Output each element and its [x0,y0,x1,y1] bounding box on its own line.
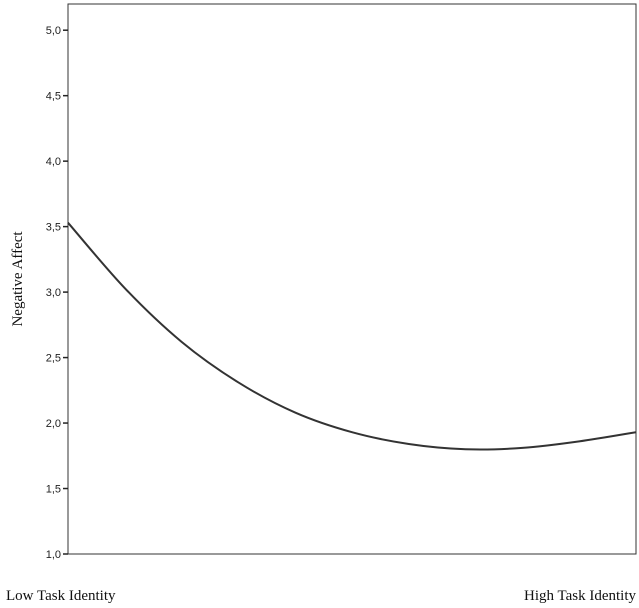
y-tick-label: 4,0 [46,156,61,168]
x-category-label-low: Low Task Identity [6,588,116,604]
plot-area [67,3,637,555]
y-tick-label: 4,5 [46,91,61,103]
x-category-label-high: High Task Identity [524,588,636,604]
series-layer [67,222,637,451]
y-tick-label: 2,0 [46,418,61,430]
y-tick-label: 3,5 [46,222,61,234]
y-axis-title: Negative Affect [10,231,26,327]
y-tick-label: 3,0 [46,287,61,299]
y-tick-label: 1,5 [46,484,61,496]
y-tick-label: 5,0 [46,25,61,37]
y-tick-label: 2,5 [46,353,61,365]
series-line [67,222,637,451]
y-tick-label: 1,0 [46,549,61,561]
y-axis: 1,0 1,5 2,0 2,5 3,0 3,5 4,0 4,5 5,0 [46,25,68,561]
